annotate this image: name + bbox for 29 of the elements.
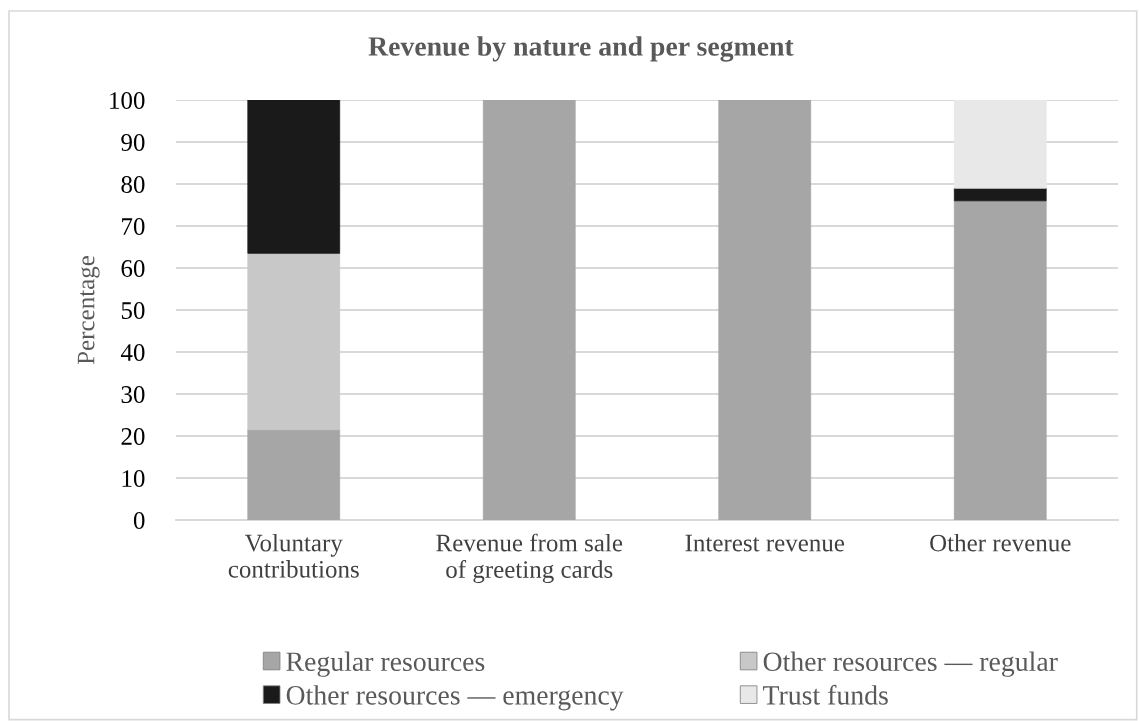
y-tick-label: 0 bbox=[133, 512, 145, 529]
legend-label: Trust funds bbox=[763, 684, 888, 705]
legend-label: Other resources — regular bbox=[763, 651, 1058, 677]
bar bbox=[953, 187, 1047, 202]
legend-label: Other resources — emergency bbox=[286, 685, 624, 711]
bar bbox=[482, 100, 576, 520]
bar bbox=[247, 429, 341, 520]
legend-label: Regular resources bbox=[286, 651, 485, 677]
y-tick-label: 60 bbox=[121, 260, 145, 277]
x-tick-label: Voluntary contributions bbox=[228, 533, 359, 578]
x-tick-label: Interest revenue bbox=[685, 534, 845, 552]
y-tick-label: 40 bbox=[120, 344, 145, 361]
bar bbox=[953, 200, 1047, 520]
y-tick-label: 100 bbox=[110, 92, 145, 109]
bar bbox=[953, 100, 1047, 189]
y-tick-label: 90 bbox=[121, 134, 145, 151]
bar bbox=[247, 100, 341, 254]
y-tick-label: 20 bbox=[121, 428, 145, 445]
x-tick-label: Revenue from sale of greeting cards bbox=[436, 533, 623, 584]
y-tick-label: 10 bbox=[122, 470, 145, 487]
x-tick-label: Other revenue bbox=[930, 533, 1071, 552]
chart-title: Revenue by nature and per segment bbox=[368, 36, 794, 62]
y-tick-label: 50 bbox=[121, 302, 145, 319]
y-axis-title: Percentage bbox=[77, 256, 100, 365]
bar bbox=[718, 100, 812, 520]
y-tick-label: 70 bbox=[122, 218, 145, 235]
y-tick-label: 30 bbox=[121, 386, 145, 403]
bar bbox=[247, 252, 341, 431]
y-tick-label: 80 bbox=[121, 176, 145, 193]
